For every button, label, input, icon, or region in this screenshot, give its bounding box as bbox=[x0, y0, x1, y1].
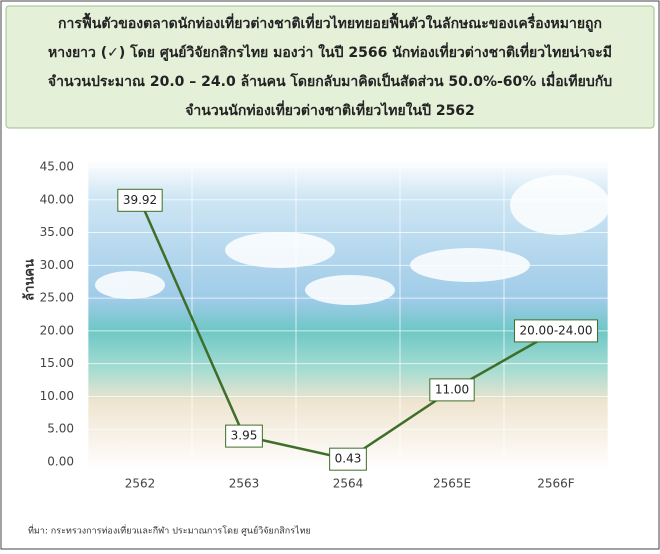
y-tick-label: 15.00 bbox=[40, 356, 74, 370]
value-label-box bbox=[513, 319, 599, 343]
source: ที่มา: กระทรวงการท่องเที่ยวและกีฬา ประมา… bbox=[28, 524, 311, 537]
y-axis-label: ล้านคน bbox=[22, 259, 38, 301]
header-line: การฟื้นตัวของตลาดนักท่องเที่ยวต่างชาติเท… bbox=[58, 12, 602, 32]
x-tick-label: 2566F bbox=[537, 477, 575, 491]
value-label-box bbox=[429, 378, 475, 402]
x-tick-label: 2564 bbox=[333, 477, 364, 491]
y-tick-label: 45.00 bbox=[40, 160, 74, 174]
clouds bbox=[95, 175, 610, 305]
header: การฟื้นตัวของตลาดนักท่องเที่ยวต่างชาติเท… bbox=[48, 12, 612, 119]
x-tick-label: 2562 bbox=[125, 477, 156, 491]
y-tick-label: 5.00 bbox=[47, 422, 74, 436]
y-tick-label: 25.00 bbox=[40, 291, 74, 305]
y-tick-label: 30.00 bbox=[40, 258, 74, 272]
value-label: 39.92 bbox=[123, 193, 157, 207]
y-tick-label: 20.00 bbox=[40, 323, 74, 337]
value-label: 11.00 bbox=[435, 382, 469, 396]
header-line: หางยาว (✓) โดย ศูนย์วิจัยกสิกรไทย มองว่า… bbox=[48, 42, 612, 61]
x-tick-label: 2563 bbox=[229, 477, 260, 491]
header-line: จำนวนประมาณ 20.0 – 24.0 ล้านคน โดยกลับมา… bbox=[48, 71, 612, 90]
y-tick-label: 10.00 bbox=[40, 389, 74, 403]
y-tick-label: 35.00 bbox=[40, 225, 74, 239]
value-label-box bbox=[117, 188, 163, 212]
y-tick-label: 40.00 bbox=[40, 192, 74, 206]
value-label: 0.43 bbox=[335, 452, 362, 466]
value-label-box bbox=[329, 447, 367, 471]
header-box bbox=[5, 5, 655, 129]
header-line: จำนวนนักท่องเที่ยวต่างชาติเที่ยวไทยในปี … bbox=[185, 100, 475, 119]
value-label: 20.00-24.00 bbox=[519, 323, 592, 337]
value-label-box bbox=[225, 424, 263, 448]
y-tick-label: 0.00 bbox=[47, 455, 74, 469]
value-label: 3.95 bbox=[231, 429, 258, 443]
x-tick-label: 2565E bbox=[433, 477, 471, 491]
